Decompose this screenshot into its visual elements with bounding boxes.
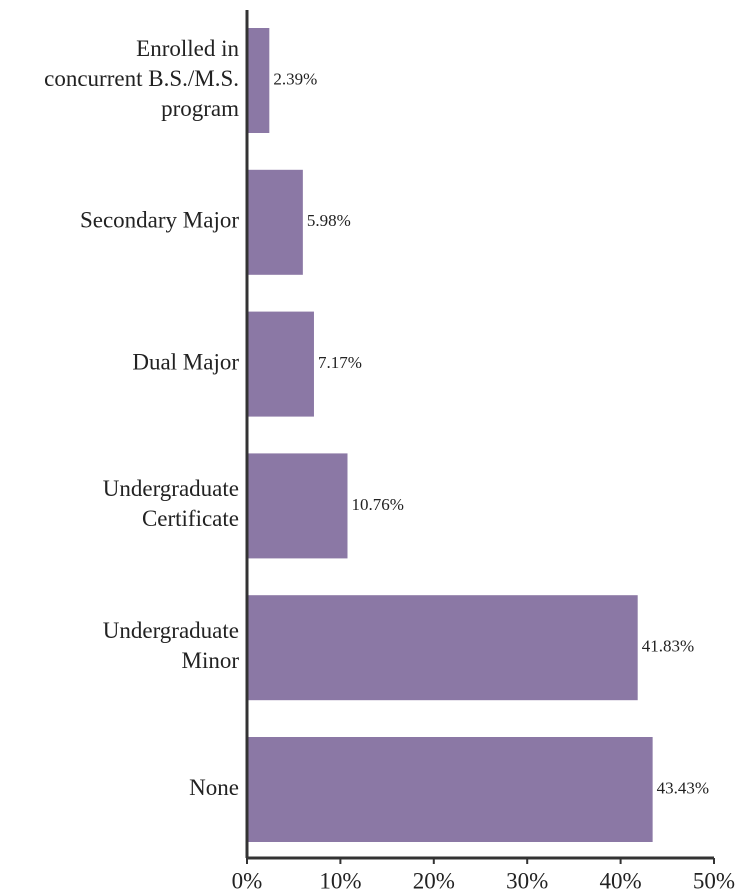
x-tick-label: 40% — [600, 868, 642, 893]
value-label: 43.43% — [657, 778, 709, 797]
category-label: concurrent B.S./M.S. — [44, 66, 239, 91]
x-tick-label: 30% — [506, 868, 548, 893]
bar — [247, 169, 303, 275]
category-label: Dual Major — [132, 349, 239, 374]
value-label: 41.83% — [642, 637, 694, 656]
value-label: 5.98% — [307, 211, 351, 230]
x-tick-label: 10% — [319, 868, 361, 893]
category-label: None — [189, 775, 239, 800]
value-label: 2.39% — [273, 69, 317, 88]
category-label: Undergraduate — [103, 618, 239, 643]
bar — [247, 453, 348, 559]
bar — [247, 311, 314, 417]
bar — [247, 28, 270, 133]
x-tick-label: 50% — [693, 868, 735, 893]
category-label: Enrolled in — [136, 36, 239, 61]
category-label: program — [161, 96, 239, 121]
bar — [247, 737, 653, 842]
value-label: 10.76% — [351, 495, 403, 514]
category-label: Certificate — [142, 506, 239, 531]
category-label: Undergraduate — [103, 476, 239, 501]
x-tick-label: 0% — [232, 868, 263, 893]
x-tick-label: 20% — [413, 868, 455, 893]
value-label: 7.17% — [318, 353, 362, 372]
bar — [247, 595, 638, 701]
category-label: Minor — [182, 648, 240, 673]
category-label: Secondary Major — [80, 208, 239, 233]
